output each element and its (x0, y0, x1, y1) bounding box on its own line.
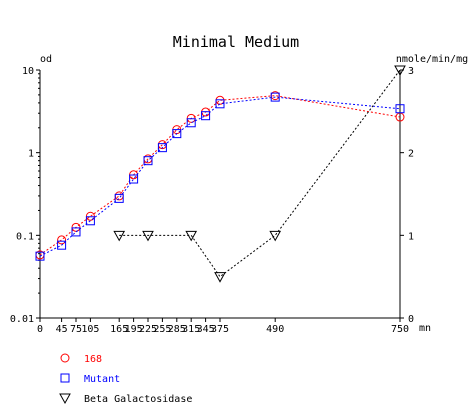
right-axis-unit-label: nmole/min/mg (396, 54, 468, 65)
legend-label: Mutant (84, 374, 120, 385)
data-point-marker (269, 230, 282, 242)
x-axis-tick-label: 225 (139, 324, 157, 335)
data-point-marker (114, 191, 124, 201)
legend-marker (59, 393, 71, 405)
x-axis-tick-label: 345 (197, 324, 215, 335)
x-axis-tick-label: 45 (56, 324, 68, 335)
data-point-marker (129, 174, 139, 184)
x-axis-tick-label: 255 (153, 324, 171, 335)
x-axis-tick-label: 105 (81, 324, 99, 335)
x-axis-unit-label: mn (419, 323, 431, 334)
series-line (39, 95, 401, 256)
series-layer (35, 65, 406, 283)
left-axis-tick-label: 0.01 (10, 314, 34, 325)
data-point-marker (215, 99, 225, 109)
right-axis-tick-label: 2 (408, 149, 414, 160)
data-point-marker (35, 251, 45, 261)
x-axis-tick-label: 375 (211, 324, 229, 335)
x-axis-tick-label: 285 (168, 324, 186, 335)
left-axis-tick-label: 1 (28, 149, 34, 160)
left-axis-unit-label: od (40, 54, 52, 65)
x-axis-tick-label: 195 (125, 324, 143, 335)
data-point-marker (395, 104, 405, 114)
x-axis-tick-label: 315 (182, 324, 200, 335)
x-axis-tick-label: 0 (37, 324, 43, 335)
x-axis-tick-label: 75 (70, 324, 82, 335)
data-point-marker (394, 65, 406, 77)
data-point-marker (57, 235, 67, 245)
data-point-marker (85, 216, 95, 226)
data-point-marker (142, 230, 154, 242)
series-line (119, 69, 401, 278)
data-point-marker (172, 129, 182, 139)
data-point-marker (157, 143, 167, 153)
legend-marker (60, 353, 70, 363)
x-axis-tick-label: 490 (266, 324, 284, 335)
data-point-marker (143, 156, 153, 166)
legend-item: 168 (60, 353, 102, 365)
data-point-marker (185, 230, 198, 242)
left-axis-tick-label: 10 (22, 66, 34, 77)
data-point-marker (186, 118, 196, 128)
legend-label: Beta Galactosidase (84, 394, 192, 405)
right-axis-tick-label: 0 (408, 314, 414, 325)
legend-item: Mutant (60, 373, 120, 385)
data-point-marker (214, 272, 226, 283)
legend-item: Beta Galactosidase (59, 393, 192, 405)
x-axis-tick-label: 750 (391, 324, 409, 335)
legend-label: 168 (84, 354, 102, 365)
data-point-marker (113, 230, 126, 242)
legend-marker (60, 373, 70, 383)
left-axis-tick-label: 0.1 (16, 231, 34, 242)
data-point-marker (71, 227, 81, 237)
legend: 168 Mutant Beta Galactosidase (59, 353, 192, 405)
ticks-layer: 0.01 0.1 1 10 0 1 2 3 0 45 75 105 165195225255285315… (10, 66, 414, 335)
series-beta-galactosidase (113, 65, 406, 283)
data-point-marker (201, 111, 211, 121)
data-point-marker (270, 92, 280, 102)
right-axis-tick-label: 1 (408, 231, 414, 242)
chart-title: Minimal Medium (173, 33, 299, 51)
x-axis-tick-label: 165 (110, 324, 128, 335)
series-mutant (35, 92, 405, 261)
data-point-marker (57, 240, 67, 250)
series-line (39, 96, 401, 257)
data-point-marker (114, 193, 124, 203)
series-168 (35, 91, 405, 260)
right-axis-tick-label: 3 (408, 66, 414, 77)
